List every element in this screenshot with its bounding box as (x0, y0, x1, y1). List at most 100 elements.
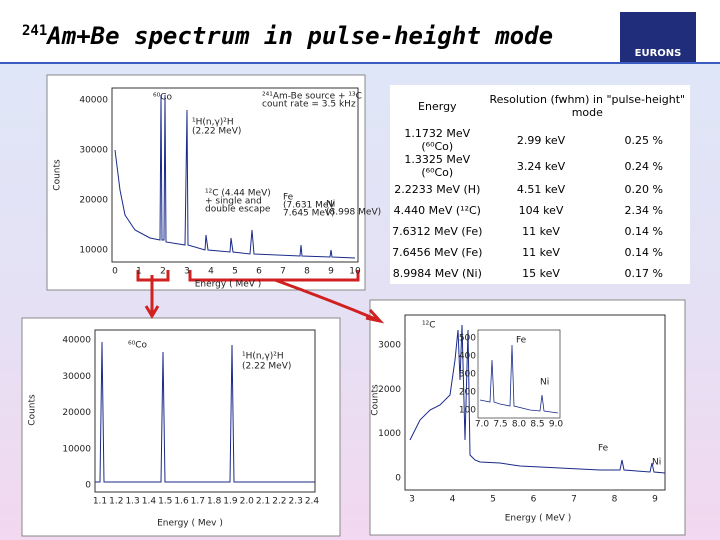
annotation: ²⁴¹Am-Be source + ¹³C (262, 92, 362, 102)
y-tick-label: 3000 (378, 341, 401, 351)
table-cell: 2.2233 MeV (H) (394, 183, 481, 196)
table-cell: 0.24 % (624, 159, 663, 173)
x-tick-label: 9 (328, 267, 334, 277)
x-axis-label: Energy ( MeV ) (195, 280, 262, 290)
table-cell: 11 keV (522, 225, 560, 238)
inset-y-tick-label: 300 (459, 370, 476, 380)
title-text: Am+Be spectrum in pulse-height mode (47, 22, 554, 50)
x-axis-label: Energy ( Mev ) (157, 519, 223, 529)
table-cell: 4.440 MeV (¹²C) (393, 204, 481, 217)
x-tick-label: 8 (304, 267, 310, 277)
table-row: 4.440 MeV (¹²C) 104 keV 2.34 % (390, 200, 690, 221)
x-tick-label: 10 (349, 267, 361, 277)
table-row: 7.6312 MeV (Fe) 11 keV 0.14 % (390, 221, 690, 242)
y-tick-label: 40000 (62, 336, 91, 346)
title-superscript: 241 (22, 23, 48, 39)
x-tick-label: 7 (280, 267, 286, 277)
x-tick-label: 3 (409, 495, 415, 505)
x-tick-label: 2.2 (272, 497, 286, 507)
x-tick-label: 5 (232, 267, 238, 277)
annotation: count rate = 3.5 kHz (262, 100, 356, 110)
annotation: Ni (652, 458, 661, 468)
axes (111, 87, 359, 263)
table-cell: 104 keV (518, 204, 564, 217)
inset-y-tick-label: 400 (459, 352, 476, 362)
annotation: (2.22 MeV) (192, 127, 241, 137)
inset-x-tick-label: 8.0 (512, 420, 527, 430)
x-tick-label: 1.9 (223, 497, 238, 507)
table-cell: 0.14 % (624, 225, 663, 238)
annotation: Fe (283, 193, 294, 203)
table-cell: 7.6312 MeV (Fe) (392, 225, 483, 238)
y-tick-label: 0 (85, 481, 91, 491)
x-tick-label: 4 (208, 267, 214, 277)
header-cell: Energy (418, 99, 457, 113)
bracket (136, 270, 170, 282)
inset-y-tick-label: 100 (459, 406, 476, 416)
x-tick-label: 2.0 (240, 497, 255, 507)
y-tick-label: 1000 (378, 429, 401, 439)
table-cell: 15 keV (522, 267, 560, 280)
y-tick-label: 40000 (79, 96, 108, 106)
x-tick-label: 5 (490, 495, 496, 505)
inset-y-tick-label: 200 (459, 388, 476, 398)
annotation: double escape (205, 205, 271, 215)
table-cell: 3.24 keV (516, 159, 566, 173)
x-tick-label: 1.5 (158, 497, 172, 507)
annotation: 7.645 MeV) (283, 209, 335, 219)
inset-x-tick-label: 8.5 (530, 420, 544, 430)
arrow (144, 275, 160, 319)
table-cell: 2.99 keV (516, 133, 566, 147)
x-tick-label: 6 (531, 495, 537, 505)
x-axis-label: Energy ( MeV ) (505, 514, 572, 524)
inset-x-tick-label: 7.0 (475, 420, 490, 430)
x-tick-label: 1.8 (207, 497, 222, 507)
table-cell: 1.3325 MeV (⁶⁰Co) (404, 153, 471, 179)
table-cell: 0.17 % (624, 267, 663, 280)
x-tick-label: 2.1 (256, 497, 270, 507)
y-tick-label: 30000 (62, 372, 91, 382)
table-row: 8.9984 MeV (Ni) 15 keV 0.17 % (390, 263, 690, 284)
resolution-table: Energy Resolution (fwhm) in "pulse-height… (390, 85, 690, 284)
x-tick-label: 4 (450, 495, 456, 505)
inset-y-tick-label: 500 (459, 334, 476, 344)
x-tick-label: 1.4 (142, 497, 157, 507)
x-tick-label: 0 (112, 267, 118, 277)
x-tick-label: 1.2 (109, 497, 123, 507)
annotation: Fe (598, 444, 609, 454)
annotation: ⁶⁰Co (128, 341, 148, 351)
spectrum (95, 341, 315, 483)
table-cell: 2.34 % (624, 204, 663, 217)
axes (404, 314, 666, 491)
x-tick-label: 2.4 (305, 497, 320, 507)
y-tick-label: 10000 (62, 444, 91, 454)
x-tick-label: 7 (571, 495, 577, 505)
logo: EURONS (620, 12, 696, 62)
header-cell: Resolution (fwhm) in "pulse-height" mode (489, 93, 686, 119)
slide-title: 241Am+Be spectrum in pulse-height mode (22, 22, 553, 50)
spectrum (409, 324, 666, 474)
table-cell: 1.1732 MeV (⁶⁰Co) (404, 127, 471, 153)
y-tick-label: 10000 (79, 246, 108, 256)
x-tick-label: 2 (160, 267, 166, 277)
x-tick-label: 8 (612, 495, 618, 505)
table-cell: 8.9984 MeV (Ni) (392, 267, 482, 280)
table-cell: 0.14 % (624, 246, 663, 259)
annotation: (7.631 MeV (283, 201, 335, 211)
annotation: Fe (516, 336, 527, 346)
plot-frame (46, 74, 366, 291)
table-cell: 0.20 % (624, 183, 663, 196)
table-cell: 11 keV (522, 246, 560, 259)
y-tick-label: 30000 (79, 146, 108, 156)
annotation: ¹²C (422, 321, 436, 331)
inset-spectrum (479, 344, 559, 414)
annotation: Ni (540, 378, 549, 388)
header (0, 0, 720, 64)
annotation: ¹²C (4.44 MeV) (205, 189, 271, 199)
annotation: + single and (205, 197, 262, 207)
y-axis-label: Counts (28, 394, 38, 426)
y-tick-label: 20000 (79, 196, 108, 206)
annotation: (2.22 MeV) (242, 362, 291, 372)
